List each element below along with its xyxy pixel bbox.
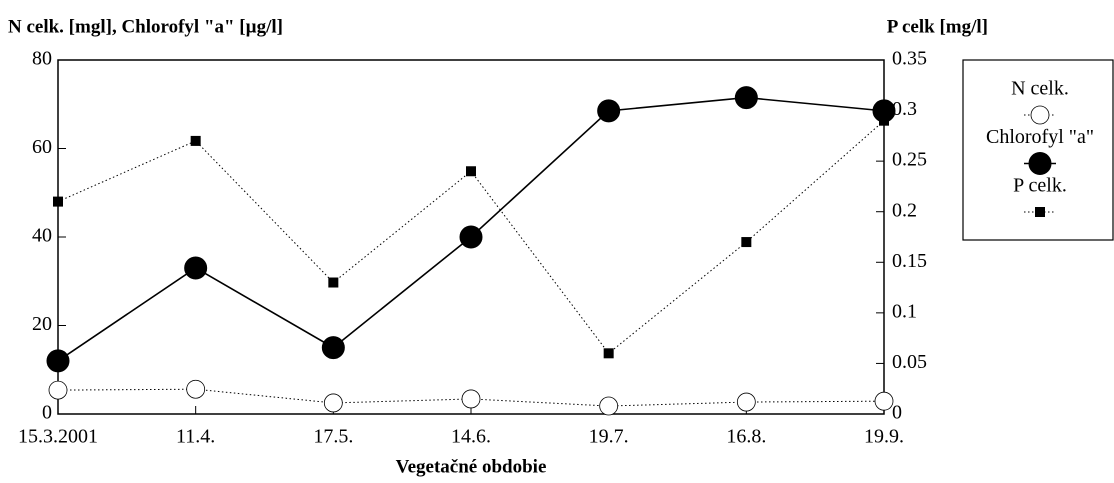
y2-tick-label: 0.1 <box>892 300 917 322</box>
y2-tick-label: 0.05 <box>892 351 927 373</box>
data-point <box>48 380 68 400</box>
y2-tick-label: 0 <box>892 402 902 424</box>
data-point <box>466 166 476 177</box>
y2-tick-label: 0.15 <box>892 250 927 272</box>
y2-tick-label: 0.35 <box>892 48 927 70</box>
y2-tick-label: 0.3 <box>892 98 917 120</box>
legend-marker <box>1035 207 1045 217</box>
data-point <box>323 393 343 413</box>
data-point <box>459 225 483 249</box>
data-point <box>184 256 208 280</box>
y-tick-label: 80 <box>32 48 52 70</box>
x-tick-label: 11.4. <box>176 426 215 448</box>
data-point <box>736 392 756 412</box>
data-point <box>53 196 63 207</box>
data-point <box>461 389 481 409</box>
x-tick-label: 14.6. <box>451 426 491 448</box>
y2-tick-label: 0.25 <box>892 149 927 171</box>
y2-tick-label: 0.2 <box>892 199 917 221</box>
y-tick-label: 60 <box>32 136 52 158</box>
data-point <box>874 391 894 411</box>
y2-axis-label: P celk [mg/l] <box>887 16 988 37</box>
data-point <box>597 99 621 123</box>
data-point <box>321 336 345 360</box>
x-tick-label: 19.9. <box>864 426 904 448</box>
data-point <box>741 237 752 248</box>
x-tick-label: 19.7. <box>589 426 629 448</box>
legend-marker <box>1028 152 1052 175</box>
data-point <box>190 135 201 146</box>
data-point <box>879 115 889 126</box>
y-tick-label: 20 <box>32 313 52 335</box>
y-tick-label: 40 <box>32 225 52 247</box>
data-point <box>186 379 206 399</box>
data-point <box>599 396 619 416</box>
x-tick-label: 15.3.2001 <box>18 426 98 448</box>
legend-label: P celk. <box>1013 175 1067 197</box>
legend-label: N celk. <box>1011 78 1069 100</box>
data-point <box>734 86 758 110</box>
data-point <box>328 277 339 288</box>
legend-label: Chlorofyl "a" <box>986 126 1094 148</box>
data-point <box>603 348 614 359</box>
x-tick-label: 16.8. <box>726 426 766 448</box>
x-axis-label: Vegetačné obdobie <box>396 456 547 477</box>
y-axis-label: N celk. [mgl], Chlorofyl "a" [µg/l] <box>8 16 283 37</box>
legend-marker <box>1030 105 1050 125</box>
y-tick-label: 0 <box>42 402 52 424</box>
x-tick-label: 17.5. <box>313 426 353 448</box>
data-point <box>46 349 70 373</box>
